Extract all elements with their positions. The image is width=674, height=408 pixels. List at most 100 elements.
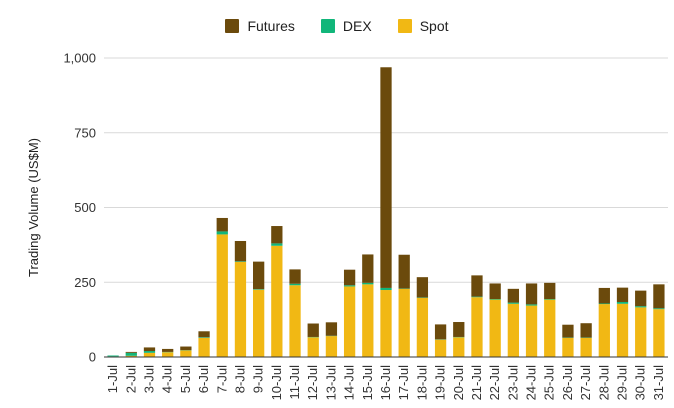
- bar-spot-23-jul: [507, 303, 519, 357]
- bar-spot-17-jul: [398, 288, 410, 357]
- bar-spot-16-jul: [380, 290, 392, 357]
- y-axis-title: Trading Volume (US$M): [26, 138, 41, 277]
- bar-spot-24-jul: [525, 305, 538, 357]
- bar-dex-23-jul: [507, 302, 519, 304]
- bar-futures-24-jul: [525, 283, 538, 305]
- x-axis-ticks: 1-Jul 2-Jul 3-Jul 4-Jul 5-Jul 6-Jul 7-Jul 8-Jul…: [105, 365, 666, 401]
- bar-dex-3-jul: [143, 351, 156, 353]
- y-axis-ticks: 0 250 500 750 1,000: [63, 51, 96, 365]
- x-tick-label: 10-Jul: [269, 365, 284, 401]
- y-tick-label: 750: [74, 125, 96, 140]
- bar-spot-5-jul: [180, 350, 192, 357]
- x-tick-label: 22-Jul: [487, 365, 502, 401]
- bar-futures-12-jul: [307, 323, 319, 337]
- bar-spot-13-jul: [325, 336, 338, 357]
- x-tick-label: 25-Jul: [542, 365, 557, 401]
- bar-spot-10-jul: [271, 245, 283, 357]
- x-tick-label: 6-Jul: [196, 365, 211, 393]
- bar-dex-10-jul: [271, 243, 283, 246]
- bar-futures-25-jul: [544, 282, 556, 299]
- bar-spot-9-jul: [253, 289, 265, 357]
- bar-futures-8-jul: [234, 240, 247, 262]
- bar-dex-14-jul: [343, 285, 356, 287]
- bar-dex-25-jul: [544, 298, 556, 300]
- bar-dex-7-jul: [216, 231, 228, 235]
- x-tick-label: 16-Jul: [378, 365, 393, 401]
- bar-spot-22-jul: [489, 299, 501, 357]
- bar-futures-9-jul: [253, 261, 265, 290]
- bar-futures-17-jul: [398, 254, 410, 289]
- x-tick-label: 11-Jul: [287, 365, 302, 400]
- bar-futures-20-jul: [453, 322, 465, 337]
- x-tick-label: 4-Jul: [160, 365, 175, 393]
- legend-swatch-dex: [320, 19, 335, 33]
- legend-label-spot: Spot: [419, 18, 449, 34]
- legend-swatch-futures: [225, 19, 240, 33]
- x-tick-label: 8-Jul: [232, 365, 247, 393]
- bar-dex-9-jul: [253, 289, 265, 290]
- x-tick-label: 24-Jul: [524, 365, 539, 401]
- bar-dex-29-jul: [616, 301, 629, 304]
- y-tick-label: 0: [89, 350, 96, 365]
- bar-futures-27-jul: [580, 323, 592, 338]
- bar-dex-21-jul: [471, 296, 483, 298]
- bar-spot-3-jul: [143, 352, 156, 357]
- x-tick-label: 27-Jul: [578, 365, 593, 401]
- bar-futures-13-jul: [325, 322, 338, 336]
- bar-spot-6-jul: [198, 337, 210, 357]
- bar-spot-30-jul: [635, 307, 647, 357]
- bar-spot-12-jul: [307, 337, 319, 357]
- bar-spot-20-jul: [453, 337, 465, 357]
- x-tick-label: 30-Jul: [633, 365, 648, 401]
- bar-spot-29-jul: [616, 303, 629, 357]
- legend-item-dex: DEX: [320, 18, 372, 34]
- bar-spot-4-jul: [162, 352, 174, 357]
- bar-futures-26-jul: [562, 324, 574, 338]
- bar-futures-16-jul: [380, 67, 392, 288]
- x-tick-label: 14-Jul: [342, 365, 357, 401]
- bar-dex-2-jul: [125, 352, 137, 356]
- y-tick-label: 500: [74, 200, 96, 215]
- x-tick-label: 5-Jul: [178, 365, 193, 393]
- bar-dex-24-jul: [525, 304, 538, 306]
- x-tick-label: 21-Jul: [469, 365, 484, 401]
- x-tick-label: 18-Jul: [414, 365, 429, 401]
- legend-swatch-spot: [397, 19, 412, 33]
- bar-futures-10-jul: [271, 226, 283, 244]
- bar-futures-15-jul: [362, 254, 374, 283]
- bar-dex-28-jul: [598, 303, 610, 305]
- x-tick-label: 1-Jul: [105, 365, 120, 393]
- bar-dex-15-jul: [362, 282, 374, 285]
- bar-spot-2-jul: [125, 355, 137, 357]
- chart-legend: Futures DEX Spot: [0, 16, 674, 36]
- bar-spot-18-jul: [416, 297, 429, 357]
- bar-futures-30-jul: [635, 290, 647, 307]
- bar-futures-18-jul: [416, 277, 429, 298]
- bar-futures-11-jul: [289, 269, 301, 284]
- bar-dex-30-jul: [635, 306, 647, 308]
- bar-futures-28-jul: [598, 287, 610, 304]
- x-tick-label: 31-Jul: [651, 365, 666, 401]
- bar-spot-7-jul: [216, 234, 228, 357]
- x-tick-label: 12-Jul: [305, 365, 320, 401]
- x-tick-label: 28-Jul: [596, 365, 611, 401]
- x-tick-label: 13-Jul: [323, 365, 338, 401]
- legend-item-spot: Spot: [397, 18, 449, 34]
- legend-item-futures: Futures: [225, 18, 295, 34]
- bar-dex-22-jul: [489, 298, 501, 300]
- x-tick-label: 7-Jul: [214, 365, 229, 393]
- bar-spot-11-jul: [289, 285, 301, 357]
- x-tick-label: 20-Jul: [451, 365, 466, 401]
- bar-spot-19-jul: [434, 339, 447, 357]
- bar-spot-26-jul: [562, 337, 574, 357]
- x-tick-label: 3-Jul: [141, 365, 156, 393]
- bars: [107, 67, 665, 357]
- bar-futures-29-jul: [616, 287, 629, 302]
- bar-dex-8-jul: [234, 261, 247, 262]
- bar-futures-14-jul: [343, 269, 356, 286]
- bar-futures-7-jul: [216, 217, 228, 232]
- x-tick-label: 2-Jul: [123, 365, 138, 393]
- bar-spot-27-jul: [580, 337, 592, 357]
- bar-futures-31-jul: [653, 284, 665, 309]
